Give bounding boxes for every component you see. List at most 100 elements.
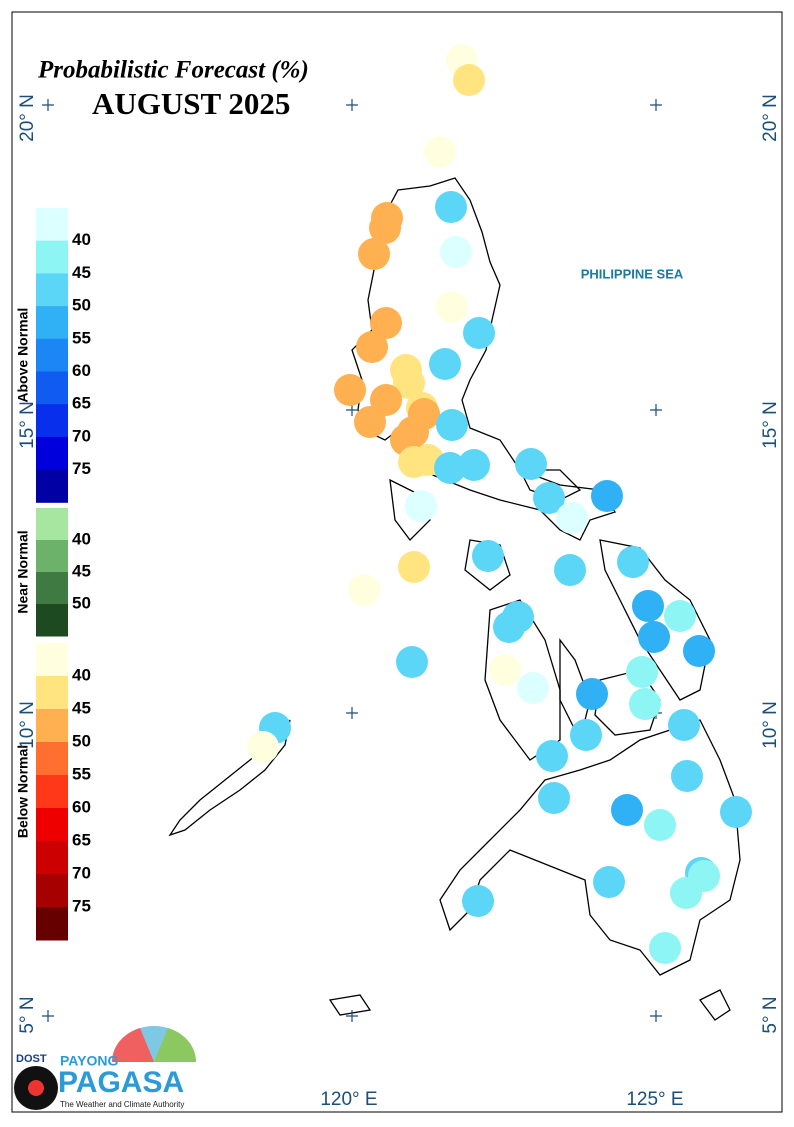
lat-label: 10° N [760,701,781,749]
logo-tagline: The Weather and Climate Authority [60,1100,184,1109]
logo-seal [28,1080,44,1096]
legend-swatch [36,808,68,842]
station [593,866,625,898]
lat-label: 5° N [17,996,38,1033]
legend-swatch [36,643,68,677]
station [617,546,649,578]
subtitle: AUGUST 2025 [92,86,290,121]
legend-swatch [36,469,68,503]
legend-label: 50 [72,731,91,750]
legend-label: 50 [72,296,91,315]
legend-label: 65 [72,830,91,849]
station [458,449,490,481]
station [369,212,401,244]
sea-label: PHILIPPINE SEA [581,266,684,281]
lat-label: 20° N [17,94,38,142]
station [247,731,279,763]
station [393,367,425,399]
frame [11,11,783,1113]
station [398,551,430,583]
legend-label: 55 [72,328,91,347]
station [554,554,586,586]
station [493,611,525,643]
station [649,932,681,964]
station [638,621,670,653]
station [462,885,494,917]
station [629,688,661,720]
station [424,136,456,168]
station [668,709,700,741]
station [396,646,428,678]
legend-swatch [36,338,68,372]
legend-swatch [36,208,68,242]
legend-label: 40 [72,529,91,548]
legend-swatch [36,371,68,405]
logo-agency: DOST [16,1053,47,1065]
legend-label: 55 [72,764,91,783]
station [536,740,568,772]
legend-label: 45 [72,561,91,580]
station [370,384,402,416]
legend-label: 60 [72,361,91,380]
station [334,374,366,406]
station [405,490,437,522]
station [533,482,565,514]
station [358,238,390,270]
station [570,719,602,751]
station [538,782,570,814]
lat-label: 10° N [17,701,38,749]
station [626,656,658,688]
lat-label: 5° N [760,996,781,1033]
legend-label: 65 [72,394,91,413]
legend-swatch [36,404,68,438]
station [556,502,588,534]
legend-label: 45 [72,698,91,717]
station [591,480,623,512]
legend: Above Normal 40 45 50 55 60 65 70 75 Near Normal 4… [15,208,91,941]
legend-swatch [36,572,68,605]
legend-label: 50 [72,593,91,612]
legend-label: 45 [72,263,91,282]
station [576,678,608,710]
station [644,809,676,841]
stations [247,44,752,964]
station [436,291,468,323]
station [632,590,664,622]
station [356,331,388,363]
station [370,307,402,339]
legend-swatch [36,742,68,776]
legend-label: 60 [72,797,91,816]
station [434,452,466,484]
logo-umbrella [111,1028,154,1062]
legend-swatch [36,709,68,743]
station [440,236,472,268]
legend-group-title: Above Normal [15,308,31,403]
logo-brand-top: PAYONG [60,1053,118,1069]
legend-swatch [36,604,68,637]
legend-group-title: Below Normal [15,745,31,838]
legend-swatch [36,306,68,340]
lat-label: 20° N [760,94,781,142]
legend-swatch [36,273,68,307]
legend-swatch [36,676,68,710]
legend-label: 70 [72,426,91,445]
station [472,540,504,572]
station [436,409,468,441]
legend-label: 40 [72,230,91,249]
station [670,877,702,909]
station [517,672,549,704]
station [683,635,715,667]
legend-swatch [36,540,68,573]
legend-swatch [36,874,68,908]
legend-label: 40 [72,665,91,684]
title: Probabilistic Forecast (%) [37,57,309,84]
logo-umbrella [154,1028,197,1062]
station [671,760,703,792]
station [453,64,485,96]
logo-brand: PAGASA [58,1066,184,1099]
legend-swatch [36,240,68,274]
legend-swatch [36,841,68,875]
lon-label: 125° E [626,1089,683,1110]
station [720,796,752,828]
